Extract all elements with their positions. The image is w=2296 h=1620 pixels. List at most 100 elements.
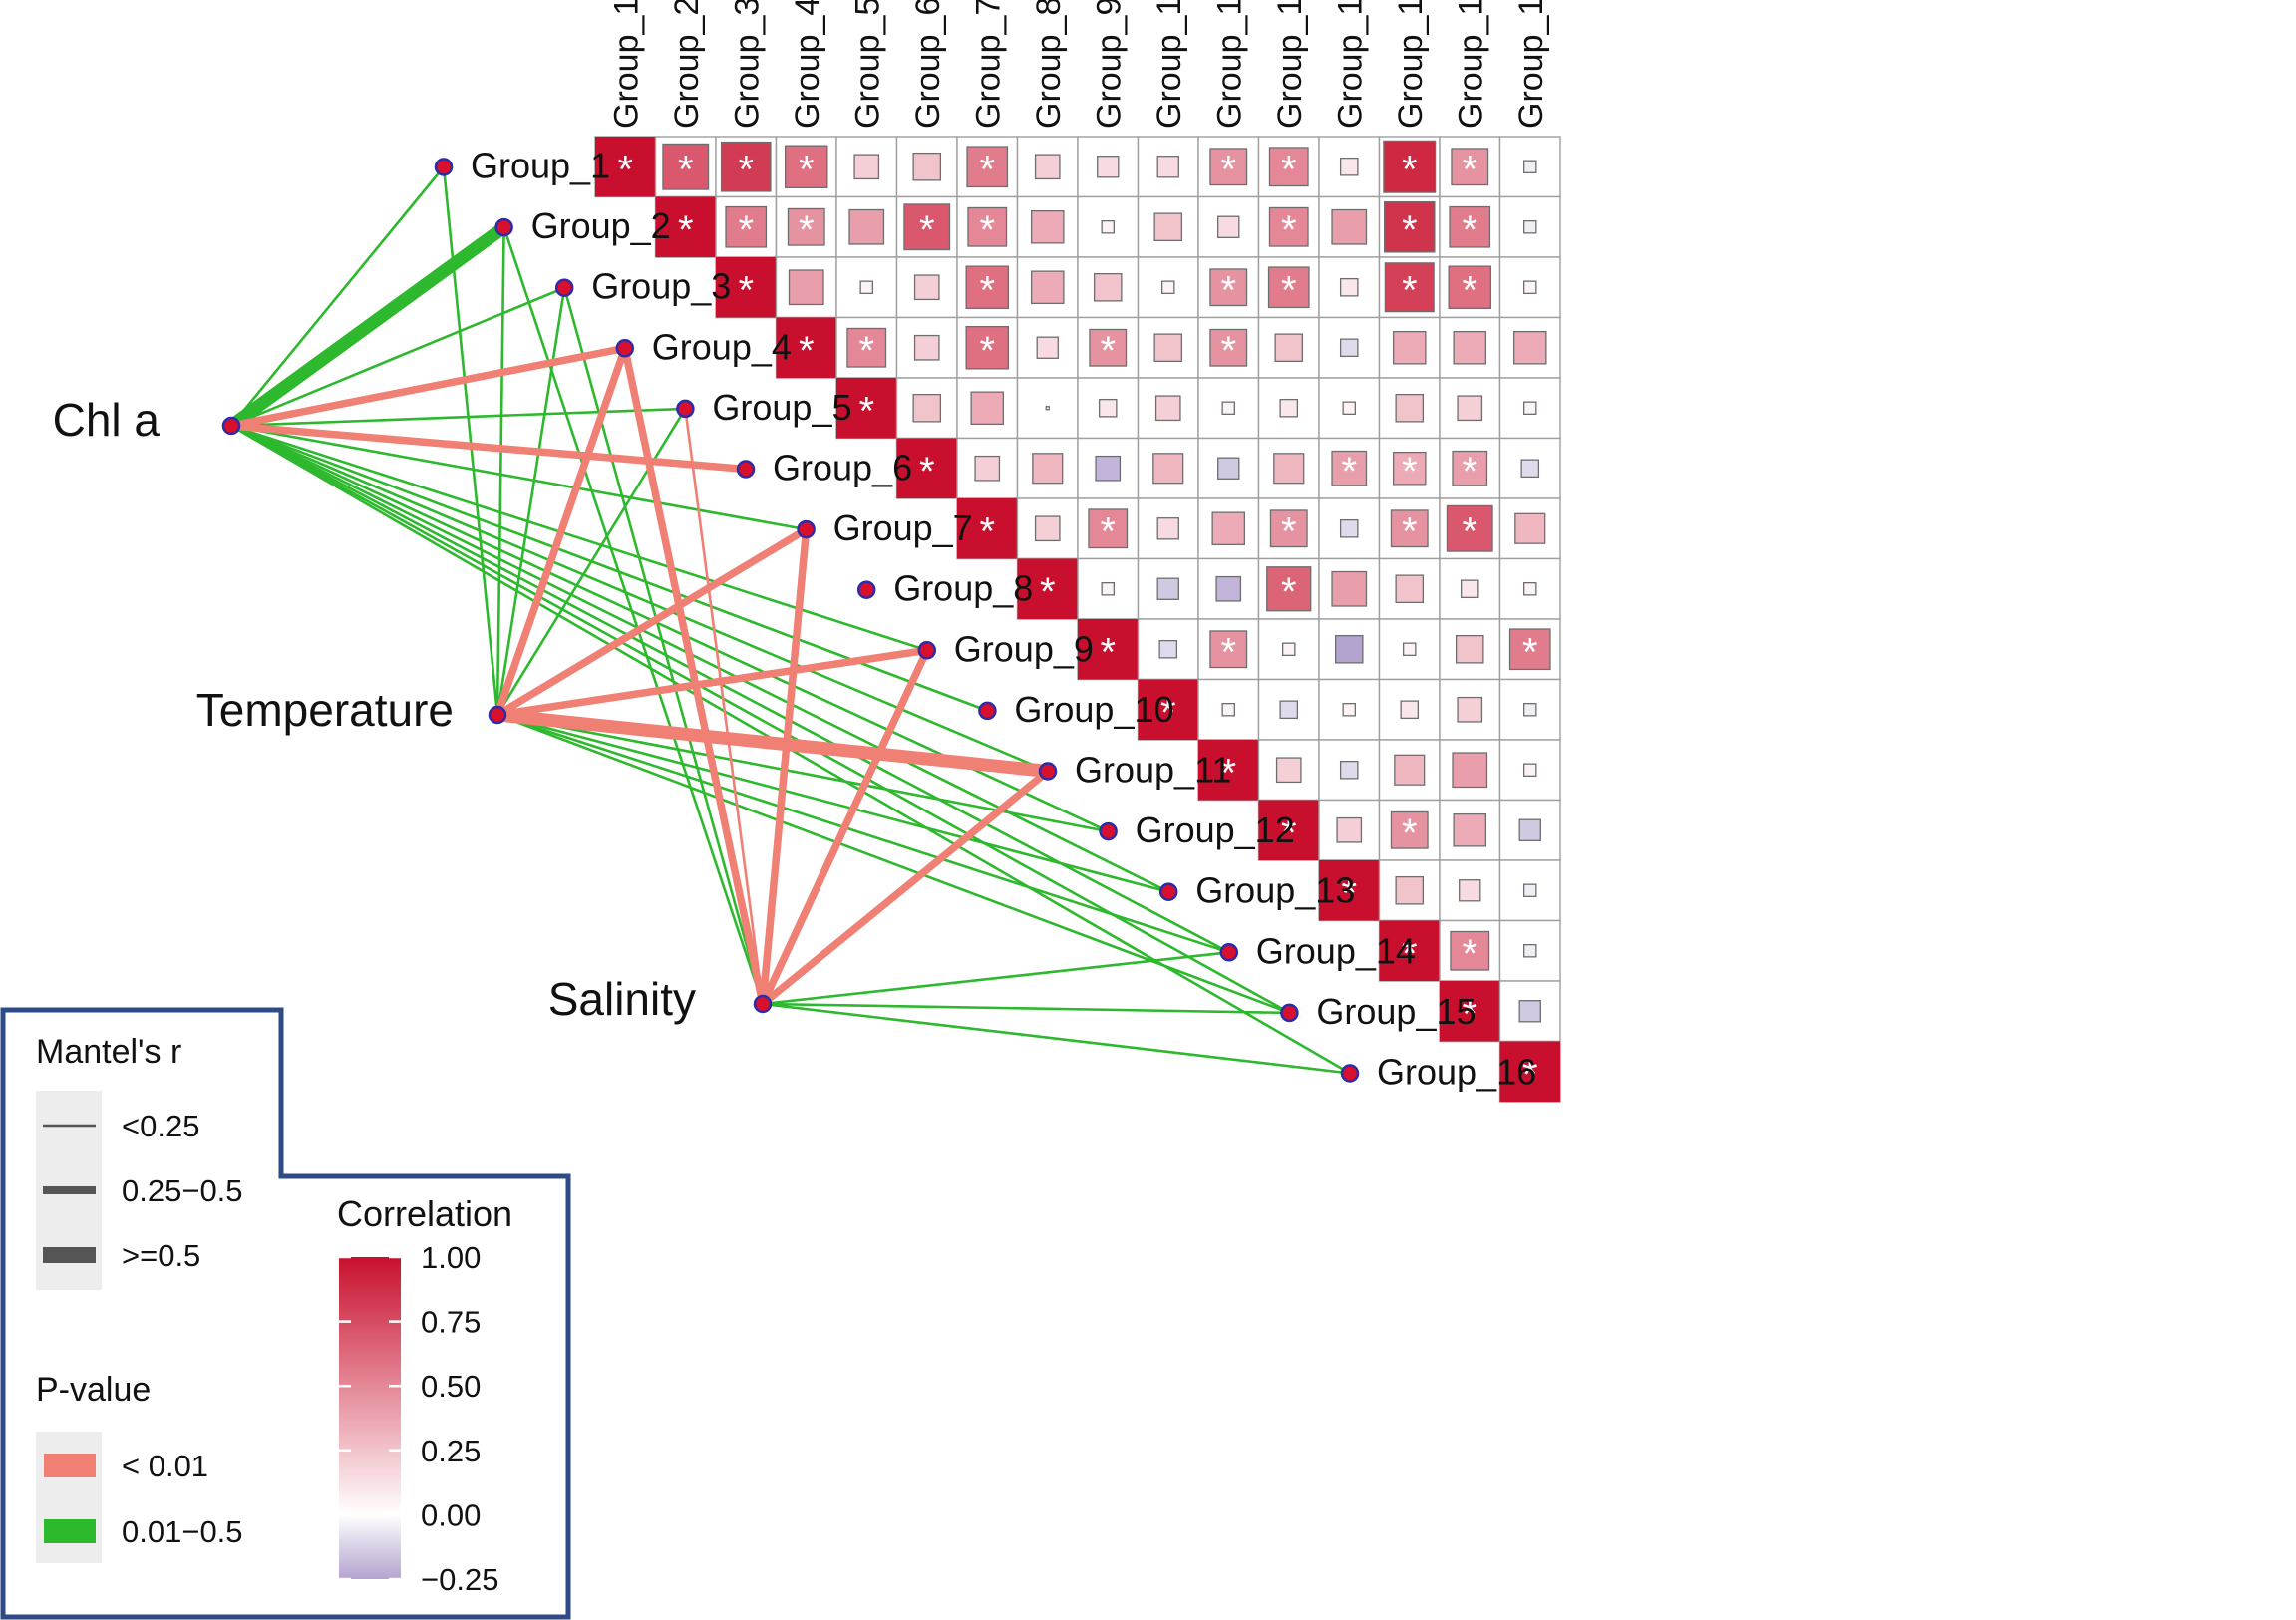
corr-square-5-12 xyxy=(1279,398,1299,418)
corr-square-4-5 xyxy=(846,327,887,368)
corr-square-1-11 xyxy=(1209,148,1248,186)
pvalue-legend-label-2: 0.01−0.5 xyxy=(122,1514,243,1549)
corr-square-14-15 xyxy=(1450,930,1490,971)
significance-star-1-14: * xyxy=(1402,148,1418,191)
corr-square-4-12 xyxy=(1274,333,1304,363)
corr-square-8-11 xyxy=(1215,575,1242,602)
significance-star-5-5: * xyxy=(858,389,874,433)
corr-square-10-11 xyxy=(1221,703,1235,717)
corr-square-10-12 xyxy=(1279,700,1299,720)
corr-square-4-13 xyxy=(1339,338,1359,358)
significance-star-3-11: * xyxy=(1220,268,1236,312)
corr-square-1-8 xyxy=(1034,154,1061,180)
corr-square-5-11 xyxy=(1221,401,1235,415)
significance-star-9-16: * xyxy=(1522,630,1538,674)
significance-star-7-14: * xyxy=(1402,509,1418,553)
corr-square-7-11 xyxy=(1211,511,1246,546)
link-chl-a-group-6 xyxy=(230,422,747,474)
colorbar xyxy=(339,1257,401,1579)
link-temperature-group-3 xyxy=(495,287,566,716)
significance-star-13-13: * xyxy=(1341,871,1357,915)
corr-square-3-16 xyxy=(1523,280,1537,294)
corr-square-1-2 xyxy=(662,143,710,190)
corr-square-7-16 xyxy=(1514,512,1546,544)
mantel-links xyxy=(227,165,1351,1075)
corr-square-3-10 xyxy=(1161,280,1175,294)
corr-square-1-9 xyxy=(1097,156,1120,178)
corr-square-1-5 xyxy=(853,154,880,180)
significance-star-1-12: * xyxy=(1281,148,1297,191)
node-label-group-1: Group_1 xyxy=(471,146,610,186)
column-label-group-15: Group_15 xyxy=(1452,0,1489,129)
link-temperature-group-7 xyxy=(495,525,809,719)
corr-square-4-4 xyxy=(776,317,836,378)
column-label-group-13: Group_13 xyxy=(1331,0,1369,129)
corr-square-4-14 xyxy=(1392,330,1427,365)
corr-square-2-7 xyxy=(967,206,1008,247)
corr-square-10-10 xyxy=(1138,679,1198,740)
significance-star-15-15: * xyxy=(1462,992,1477,1036)
colorbar-tick-label-6: −0.25 xyxy=(421,1562,498,1597)
link-temperature-group-15 xyxy=(496,713,1290,1015)
column-label-group-3: Group_3 xyxy=(728,0,766,129)
corr-square-1-14 xyxy=(1383,140,1437,193)
corr-square-9-16 xyxy=(1508,628,1551,671)
node-label-group-12: Group_12 xyxy=(1136,810,1295,850)
corr-square-6-10 xyxy=(1152,453,1184,485)
corr-square-2-12 xyxy=(1268,206,1309,247)
corr-square-14-16 xyxy=(1523,944,1537,958)
corr-square-2-3 xyxy=(725,205,768,248)
significance-star-2-3: * xyxy=(738,208,754,252)
corr-square-3-4 xyxy=(788,269,824,306)
corr-square-3-5 xyxy=(859,280,873,294)
significance-star-6-6: * xyxy=(919,450,935,493)
corr-square-1-12 xyxy=(1268,147,1309,187)
corr-square-3-6 xyxy=(913,274,940,301)
corr-square-6-8 xyxy=(1032,453,1064,485)
correlation-heatmap: Group_1 Group_2 Group_3 Group_4 Group_5 Group… xyxy=(594,0,1561,1103)
link-temperature-group-2 xyxy=(495,227,505,716)
corr-square-1-13 xyxy=(1339,157,1359,176)
significance-star-2-7: * xyxy=(979,208,995,252)
corr-square-6-15 xyxy=(1452,450,1488,486)
column-label-group-16: Group_16 xyxy=(1512,0,1550,129)
node-label-group-9: Group_9 xyxy=(954,628,1094,669)
link-chl-a-group-7 xyxy=(230,424,807,531)
cell-bg-6-12 xyxy=(1257,437,1320,499)
node-group-14 xyxy=(1219,943,1239,962)
significance-star-14-14: * xyxy=(1402,932,1418,976)
corr-square-7-9 xyxy=(1088,508,1129,549)
significance-star-2-2: * xyxy=(678,208,694,252)
link-chl-a-group-11 xyxy=(230,424,1049,773)
corr-square-4-15 xyxy=(1453,330,1487,365)
corr-square-1-3 xyxy=(720,141,772,192)
significance-star-1-1: * xyxy=(617,148,633,191)
significance-star-9-9: * xyxy=(1100,630,1116,674)
corr-square-13-16 xyxy=(1523,883,1537,897)
corr-square-3-9 xyxy=(1093,272,1123,302)
corr-square-9-12 xyxy=(1282,642,1296,656)
corr-square-4-7 xyxy=(965,325,1010,370)
corr-square-9-10 xyxy=(1158,639,1178,659)
column-label-group-11: Group_11 xyxy=(1210,0,1248,129)
colorbar-tick-label-5: 0.00 xyxy=(421,1497,481,1532)
environment-factors: Chl a Temperature Salinity xyxy=(53,394,773,1025)
link-chl-a-group-2 xyxy=(227,221,508,432)
corr-square-2-11 xyxy=(1217,215,1240,238)
link-salinity-group-3 xyxy=(562,287,765,1005)
corr-square-6-7 xyxy=(974,455,1001,482)
env-node-salinity xyxy=(753,994,773,1014)
corr-square-2-8 xyxy=(1030,209,1065,244)
group-nodes: Group_1 Group_2 Group_3 Group_4 Group_5 Group… xyxy=(434,146,1536,1093)
corr-square-5-7 xyxy=(970,391,1005,426)
link-temperature-group-9 xyxy=(496,646,928,719)
corr-square-1-7 xyxy=(966,146,1009,188)
link-salinity-group-9 xyxy=(759,648,931,1006)
corr-square-7-8 xyxy=(1034,515,1061,542)
column-label-group-14: Group_14 xyxy=(1392,0,1430,129)
node-group-9 xyxy=(917,641,937,660)
corr-square-15-16 xyxy=(1518,1000,1541,1023)
significance-star-1-4: * xyxy=(799,148,815,191)
corr-square-12-14 xyxy=(1390,810,1429,849)
corr-square-2-4 xyxy=(787,207,825,246)
